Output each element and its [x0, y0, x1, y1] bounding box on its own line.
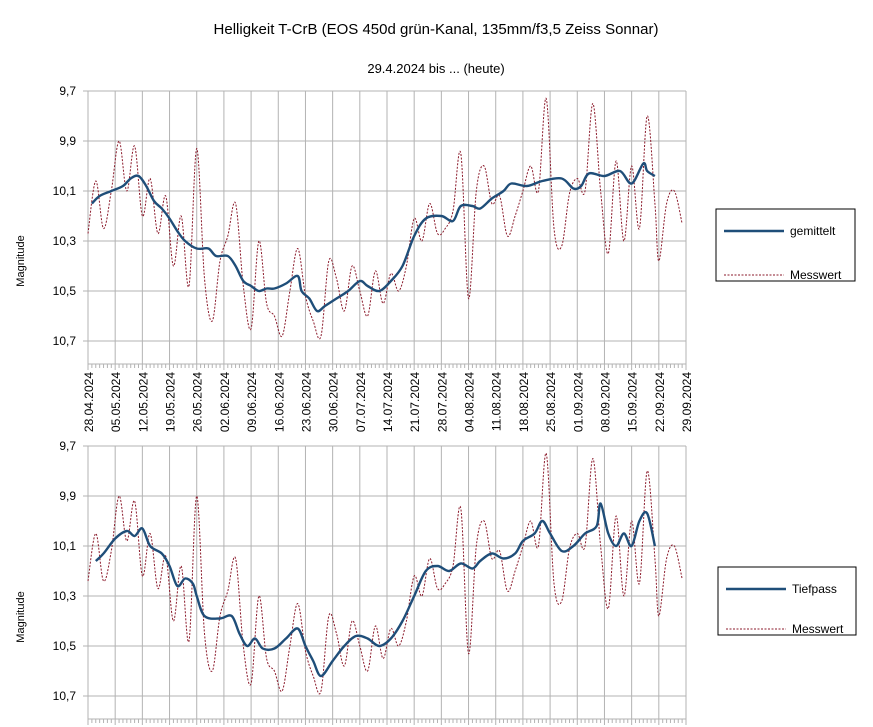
y-tick-label: 9,7: [59, 439, 76, 453]
legend-label-messwert: Messwert: [790, 268, 842, 282]
x-tick-label: 04.08.2024: [463, 372, 477, 432]
legend-label-gemittelt: gemittelt: [790, 224, 836, 238]
legend-label-messwert: Messwert: [792, 622, 844, 636]
y-tick-label: 10,7: [53, 334, 77, 348]
y-tick-label: 10,5: [53, 284, 77, 298]
x-tick-label: 26.05.2024: [191, 372, 205, 432]
series-line-tiefpass: [94, 502, 657, 678]
x-tick-label: 11.08.2024: [490, 372, 504, 431]
x-tick-label: 02.06.2024: [218, 372, 232, 432]
y-tick-label: 9,9: [59, 134, 76, 148]
x-tick-label: 18.08.2024: [517, 372, 531, 432]
y-axis-label: Magnitude: [15, 591, 27, 642]
y-tick-label: 10,1: [53, 184, 77, 198]
chart-panel-2: 9,7 9,9 10,1 10,3 10,5 10,7 Magnitude Tiefpass M…: [15, 439, 857, 725]
legend-box: [717, 566, 857, 636]
x-tick-label: 21.07.2024: [408, 372, 422, 432]
y-tick-label: 10,7: [53, 689, 77, 703]
x-tick-label: 01.09.2024: [571, 372, 585, 432]
y-tick-label: 9,7: [59, 84, 76, 98]
x-tick-label: 23.06.2024: [299, 372, 313, 432]
x-tick-label: 12.05.2024: [136, 372, 150, 432]
y-tick-label: 10,3: [53, 234, 77, 248]
chart-panel-1: 9,7 9,9 10,1 10,3 10,5 10,7 28.04.2024 05.05.20…: [15, 84, 856, 432]
x-tick-label: 29.09.2024: [680, 372, 694, 432]
x-tick-label: 05.05.2024: [109, 372, 123, 432]
y-tick-label: 10,3: [53, 589, 77, 603]
y-tick-label: 10,1: [53, 539, 77, 553]
y-tick-label: 10,5: [53, 639, 77, 653]
x-tick-label: 16.06.2024: [272, 372, 286, 432]
series-line-messwert: [87, 452, 683, 695]
x-tick-label: 07.07.2024: [354, 372, 368, 432]
x-tick-label: 25.08.2024: [544, 372, 558, 432]
chart-subtitle: 29.4.2024 bis ... (heute): [367, 61, 504, 76]
x-tick-label: 14.07.2024: [381, 372, 395, 432]
x-tick-label: 08.09.2024: [598, 372, 612, 432]
legend: Tiefpass Messwert: [717, 566, 857, 636]
legend-label-tiefpass: Tiefpass: [792, 582, 837, 596]
x-tick-label: 28.07.2024: [435, 372, 449, 432]
x-tick-label: 28.04.2024: [82, 372, 96, 432]
y-tick-label: 9,9: [59, 489, 76, 503]
series-line-messwert: [87, 97, 683, 340]
x-tick-label: 22.09.2024: [653, 372, 667, 432]
x-tick-label: 19.05.2024: [164, 372, 178, 432]
x-tick-label: 15.09.2024: [626, 372, 640, 432]
legend: gemittelt Messwert: [715, 208, 856, 282]
chart-title: Helligkeit T-CrB (EOS 450d grün-Kanal, 1…: [214, 21, 659, 38]
x-tick-label: 30.06.2024: [327, 372, 341, 432]
x-tick-label: 09.06.2024: [245, 372, 259, 432]
series-line-gemittelt: [91, 161, 656, 313]
y-axis-label: Magnitude: [15, 235, 27, 286]
legend-box: [715, 208, 856, 282]
